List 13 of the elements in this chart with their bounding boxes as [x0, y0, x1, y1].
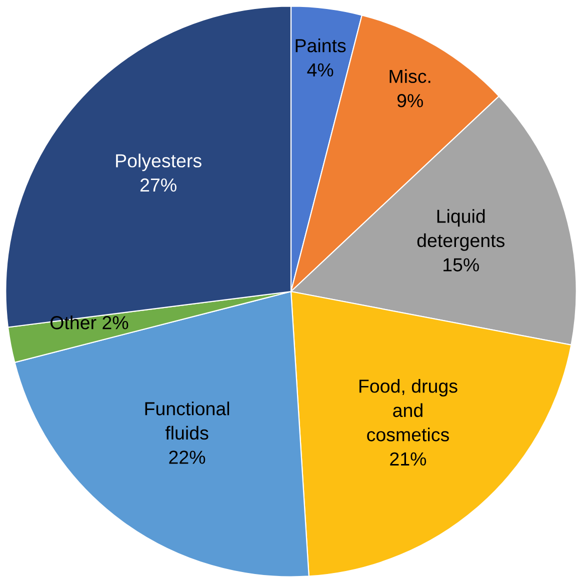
data-label: 21%: [390, 452, 426, 466]
slice-label: Food, drugs and cosmetics: [359, 379, 458, 442]
data-label: 22%: [169, 450, 206, 464]
slice-label: Other 2%: [50, 316, 128, 330]
slice-label: Liquid detergents: [417, 209, 504, 251]
slice-label: Paints: [296, 38, 346, 52]
data-label: 15%: [444, 258, 479, 272]
data-label: 27%: [140, 178, 176, 192]
slice-label: Misc.: [390, 69, 430, 84]
slice-label: Polyesters: [116, 154, 202, 172]
data-label: 4%: [307, 63, 334, 76]
data-label: 9%: [397, 94, 423, 108]
slice-label: Functional fluids: [145, 402, 230, 440]
